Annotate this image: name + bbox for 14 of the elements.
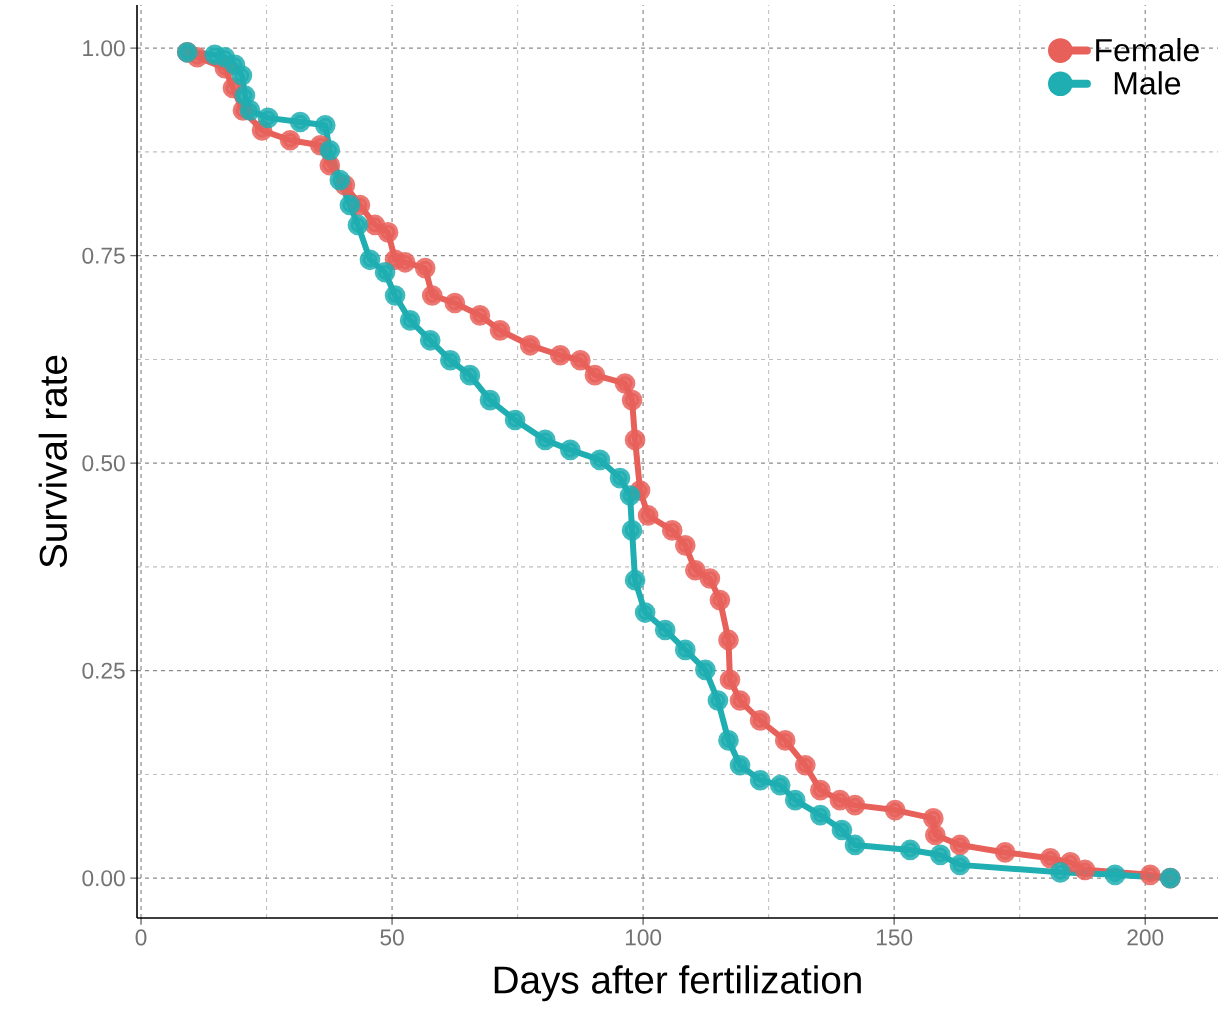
y-tick-label: 1.00 <box>83 40 125 57</box>
y-tick-label: 0.00 <box>82 870 125 887</box>
x-tick-label: 200 <box>1127 929 1164 946</box>
x-tick-label: 50 <box>380 929 404 946</box>
x-axis-title: Days after fertilization <box>494 965 861 1002</box>
x-tick-label: 0 <box>135 929 147 946</box>
x-tick-label: 100 <box>625 929 662 946</box>
legend-label: Male <box>1114 71 1181 95</box>
y-tick-label: 0.75 <box>82 247 125 264</box>
y-tick-label: 0.25 <box>82 662 125 679</box>
legend-label: Female <box>1096 37 1199 62</box>
y-tick-label: 0.50 <box>82 455 125 472</box>
x-tick-label: 150 <box>876 929 913 946</box>
y-axis-title: Survival rate <box>38 355 68 568</box>
